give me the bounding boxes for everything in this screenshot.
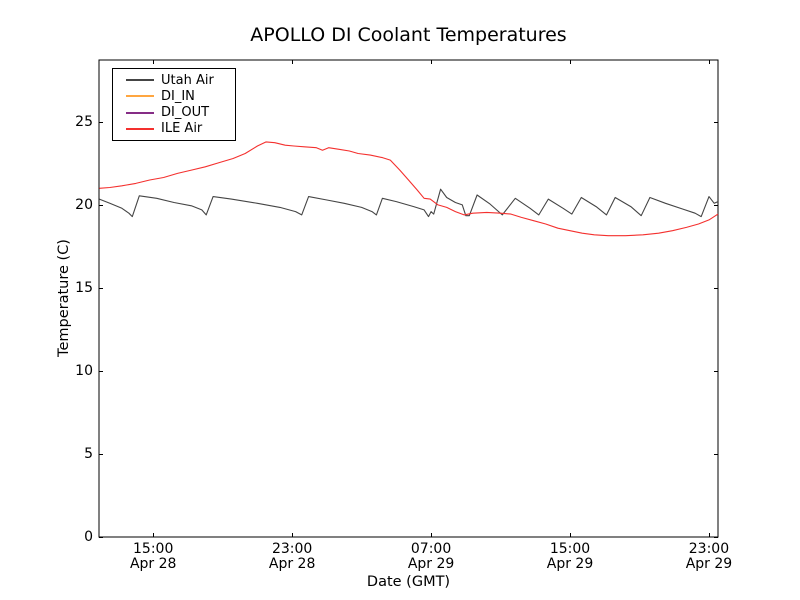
- y-tick-label-15: 15: [75, 279, 93, 296]
- legend-label-utah-air: Utah Air: [161, 72, 214, 88]
- x-tick-label-1500-apr28: 15:00 Apr 28: [118, 542, 188, 571]
- tick-date: Apr 29: [685, 555, 733, 572]
- series-line-utah-air: [99, 188, 719, 218]
- x-axis-label: Date (GMT): [366, 574, 451, 590]
- legend-item-di-in: DI_IN: [113, 88, 235, 104]
- legend-label-di-out: DI_OUT: [161, 105, 210, 121]
- legend-item-di-out: DI_OUT: [113, 105, 235, 121]
- legend-item-utah-air: Utah Air: [113, 72, 235, 88]
- tick-date: Apr 28: [129, 555, 177, 572]
- x-tick-label-0700-apr29: 07:00 Apr 29: [396, 542, 466, 571]
- tick-time: 15:00: [133, 541, 174, 557]
- series-line-ile-air: [99, 141, 719, 237]
- y-axis-label: Temperature (C): [56, 239, 72, 357]
- y-tick-label-20: 20: [75, 196, 93, 213]
- plot-frame: [98, 59, 719, 538]
- tick-date: Apr 28: [268, 555, 316, 572]
- tick-time: 07:00: [410, 541, 452, 557]
- chart-title: APOLLO DI Coolant Temperatures: [250, 24, 567, 46]
- legend-swatch-di-out: [126, 111, 154, 114]
- legend-swatch-utah-air: [126, 79, 154, 82]
- legend-swatch-di-in: [126, 95, 154, 98]
- tick-date: Apr 29: [407, 555, 455, 572]
- y-tick-label-0: 0: [84, 529, 93, 545]
- x-tick-label-2300-apr28: 23:00 Apr 28: [257, 542, 327, 571]
- y-tick-label-5: 5: [84, 445, 93, 462]
- x-tick-label-1500-apr29: 15:00 Apr 29: [535, 542, 605, 571]
- legend: Utah Air DI_IN DI_OUT ILE Air: [112, 68, 236, 141]
- y-tick-label-25: 25: [75, 113, 93, 130]
- x-tick-label-2300-apr29: 23:00 Apr 29: [674, 542, 744, 571]
- legend-swatch-ile-air: [126, 127, 154, 130]
- legend-label-di-in: DI_IN: [161, 88, 195, 104]
- tick-date: Apr 29: [546, 555, 594, 572]
- legend-item-ile-air: ILE Air: [113, 121, 235, 137]
- tick-time: 23:00: [688, 541, 730, 557]
- tick-time: 23:00: [271, 541, 313, 557]
- y-tick-label-10: 10: [75, 362, 93, 379]
- legend-label-ile-air: ILE Air: [161, 121, 203, 137]
- tick-time: 15:00: [549, 541, 591, 557]
